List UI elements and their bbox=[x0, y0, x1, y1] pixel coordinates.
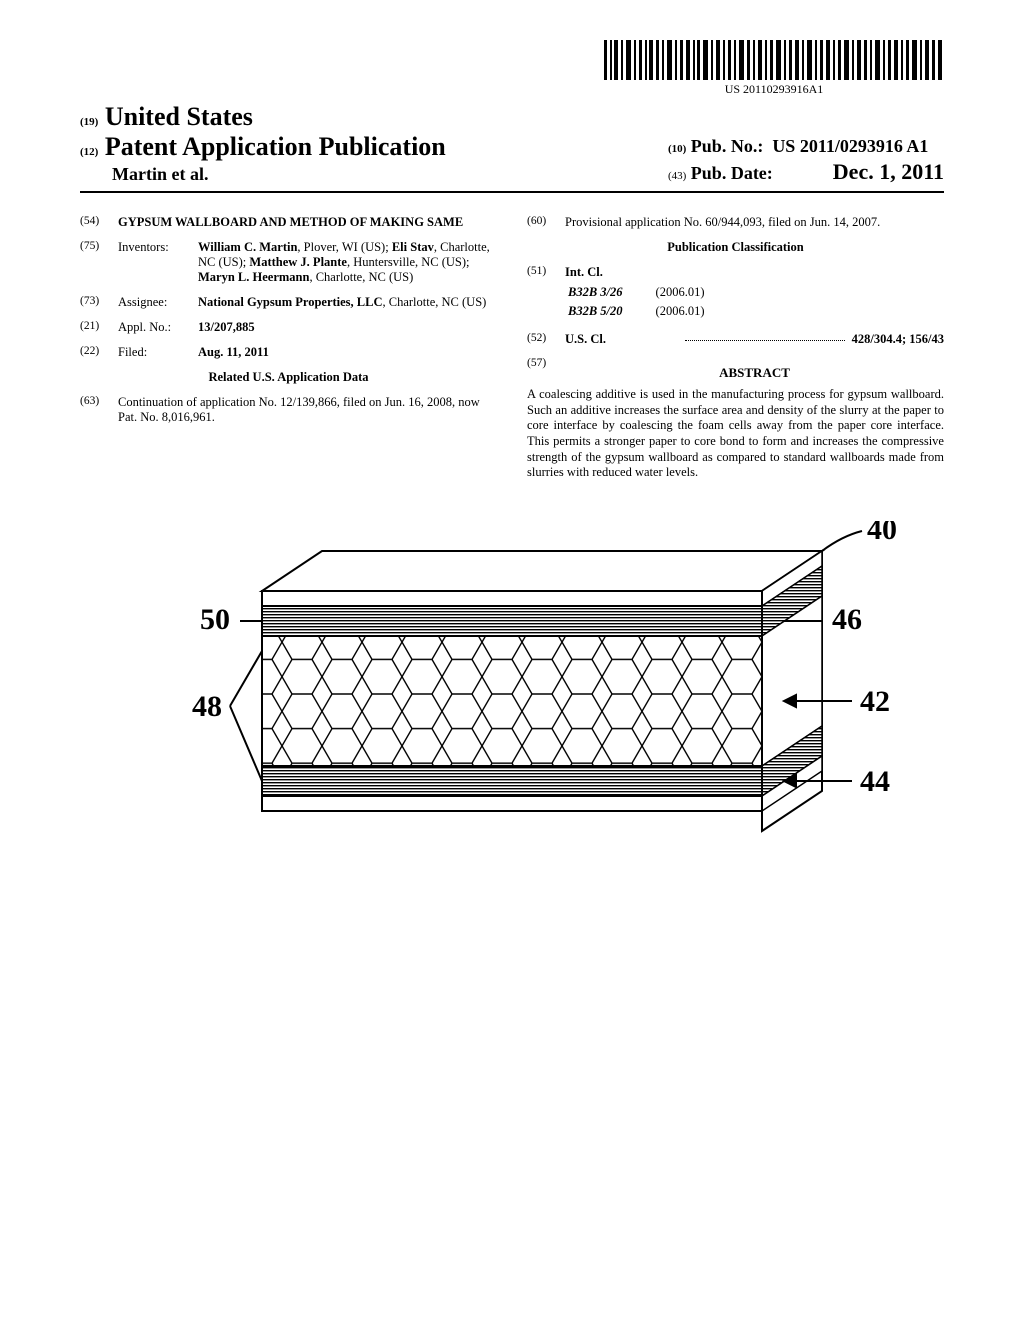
assignee-num: (73) bbox=[80, 295, 108, 310]
cont-num: (63) bbox=[80, 395, 108, 425]
country-sup: (19) bbox=[80, 116, 98, 128]
assignee-label: Assignee: bbox=[118, 295, 188, 310]
left-column: (54) GYPSUM WALLBOARD AND METHOD OF MAKI… bbox=[80, 205, 497, 481]
applno-num: (21) bbox=[80, 320, 108, 335]
pubdate: Dec. 1, 2011 bbox=[833, 159, 944, 184]
barcode-area: US 20110293916A1 bbox=[80, 40, 944, 98]
inventors-value: William C. Martin, Plover, WI (US); Eli … bbox=[198, 240, 497, 285]
filed-num: (22) bbox=[80, 345, 108, 360]
doctype-sup: (12) bbox=[80, 146, 98, 158]
doctype: Patent Application Publication bbox=[105, 132, 446, 161]
prov-num: (60) bbox=[527, 215, 555, 230]
country: United States bbox=[105, 102, 253, 131]
pubclass-head: Publication Classification bbox=[527, 240, 944, 255]
pubno: US 2011/0293916 A1 bbox=[772, 136, 928, 156]
uscl-label: U.S. Cl. bbox=[565, 332, 606, 347]
header: (19) United States (12) Patent Applicati… bbox=[80, 102, 944, 193]
fig-label-40: 40 bbox=[867, 521, 897, 546]
invention-title: GYPSUM WALLBOARD AND METHOD OF MAKING SA… bbox=[118, 215, 497, 230]
fig-label-42: 42 bbox=[860, 685, 890, 718]
patent-figure: 40 50 48 46 42 44 bbox=[80, 521, 944, 906]
title-num: (54) bbox=[80, 215, 108, 230]
author: Martin et al. bbox=[112, 164, 446, 185]
related-data-head: Related U.S. Application Data bbox=[80, 370, 497, 385]
fig-label-46: 46 bbox=[832, 603, 862, 636]
assignee-value: National Gypsum Properties, LLC, Charlot… bbox=[198, 295, 497, 310]
cont-text: Continuation of application No. 12/139,8… bbox=[118, 395, 497, 425]
wallboard-diagram: 40 50 48 46 42 44 bbox=[122, 521, 902, 901]
applno-value: 13/207,885 bbox=[198, 320, 497, 335]
filed-label: Filed: bbox=[118, 345, 188, 360]
barcode: US 20110293916A1 bbox=[604, 40, 944, 97]
pubno-sup: (10) bbox=[668, 143, 686, 155]
pubdate-label: Pub. Date: bbox=[691, 163, 773, 183]
abstract-num: (57) bbox=[527, 357, 555, 387]
abstract-head: ABSTRACT bbox=[565, 365, 944, 381]
intcl-row: B32B 5/20(2006.01) bbox=[567, 303, 734, 320]
fig-label-44: 44 bbox=[860, 765, 890, 798]
abstract-text: A coalescing additive is used in the man… bbox=[527, 387, 944, 481]
barcode-svg bbox=[604, 40, 944, 80]
prov-text: Provisional application No. 60/944,093, … bbox=[565, 215, 944, 230]
dotted-leader bbox=[685, 340, 845, 341]
intcl-row: B32B 3/26(2006.01) bbox=[567, 284, 734, 301]
barcode-number: US 20110293916A1 bbox=[604, 82, 944, 97]
intcl-table: B32B 3/26(2006.01) B32B 5/20(2006.01) bbox=[565, 282, 736, 322]
uscl-num: (52) bbox=[527, 332, 555, 347]
fig-label-50: 50 bbox=[200, 603, 230, 636]
pubno-label: Pub. No.: bbox=[691, 136, 764, 156]
inventors-label: Inventors: bbox=[118, 240, 188, 285]
intcl-label: Int. Cl. bbox=[565, 265, 603, 280]
fig-label-48: 48 bbox=[192, 690, 222, 723]
uscl-value: 428/304.4; 156/43 bbox=[616, 332, 944, 347]
filed-value: Aug. 11, 2011 bbox=[198, 345, 497, 360]
inventors-num: (75) bbox=[80, 240, 108, 285]
intcl-num: (51) bbox=[527, 265, 555, 280]
pubdate-sup: (43) bbox=[668, 170, 686, 182]
applno-label: Appl. No.: bbox=[118, 320, 188, 335]
right-column: (60) Provisional application No. 60/944,… bbox=[527, 205, 944, 481]
